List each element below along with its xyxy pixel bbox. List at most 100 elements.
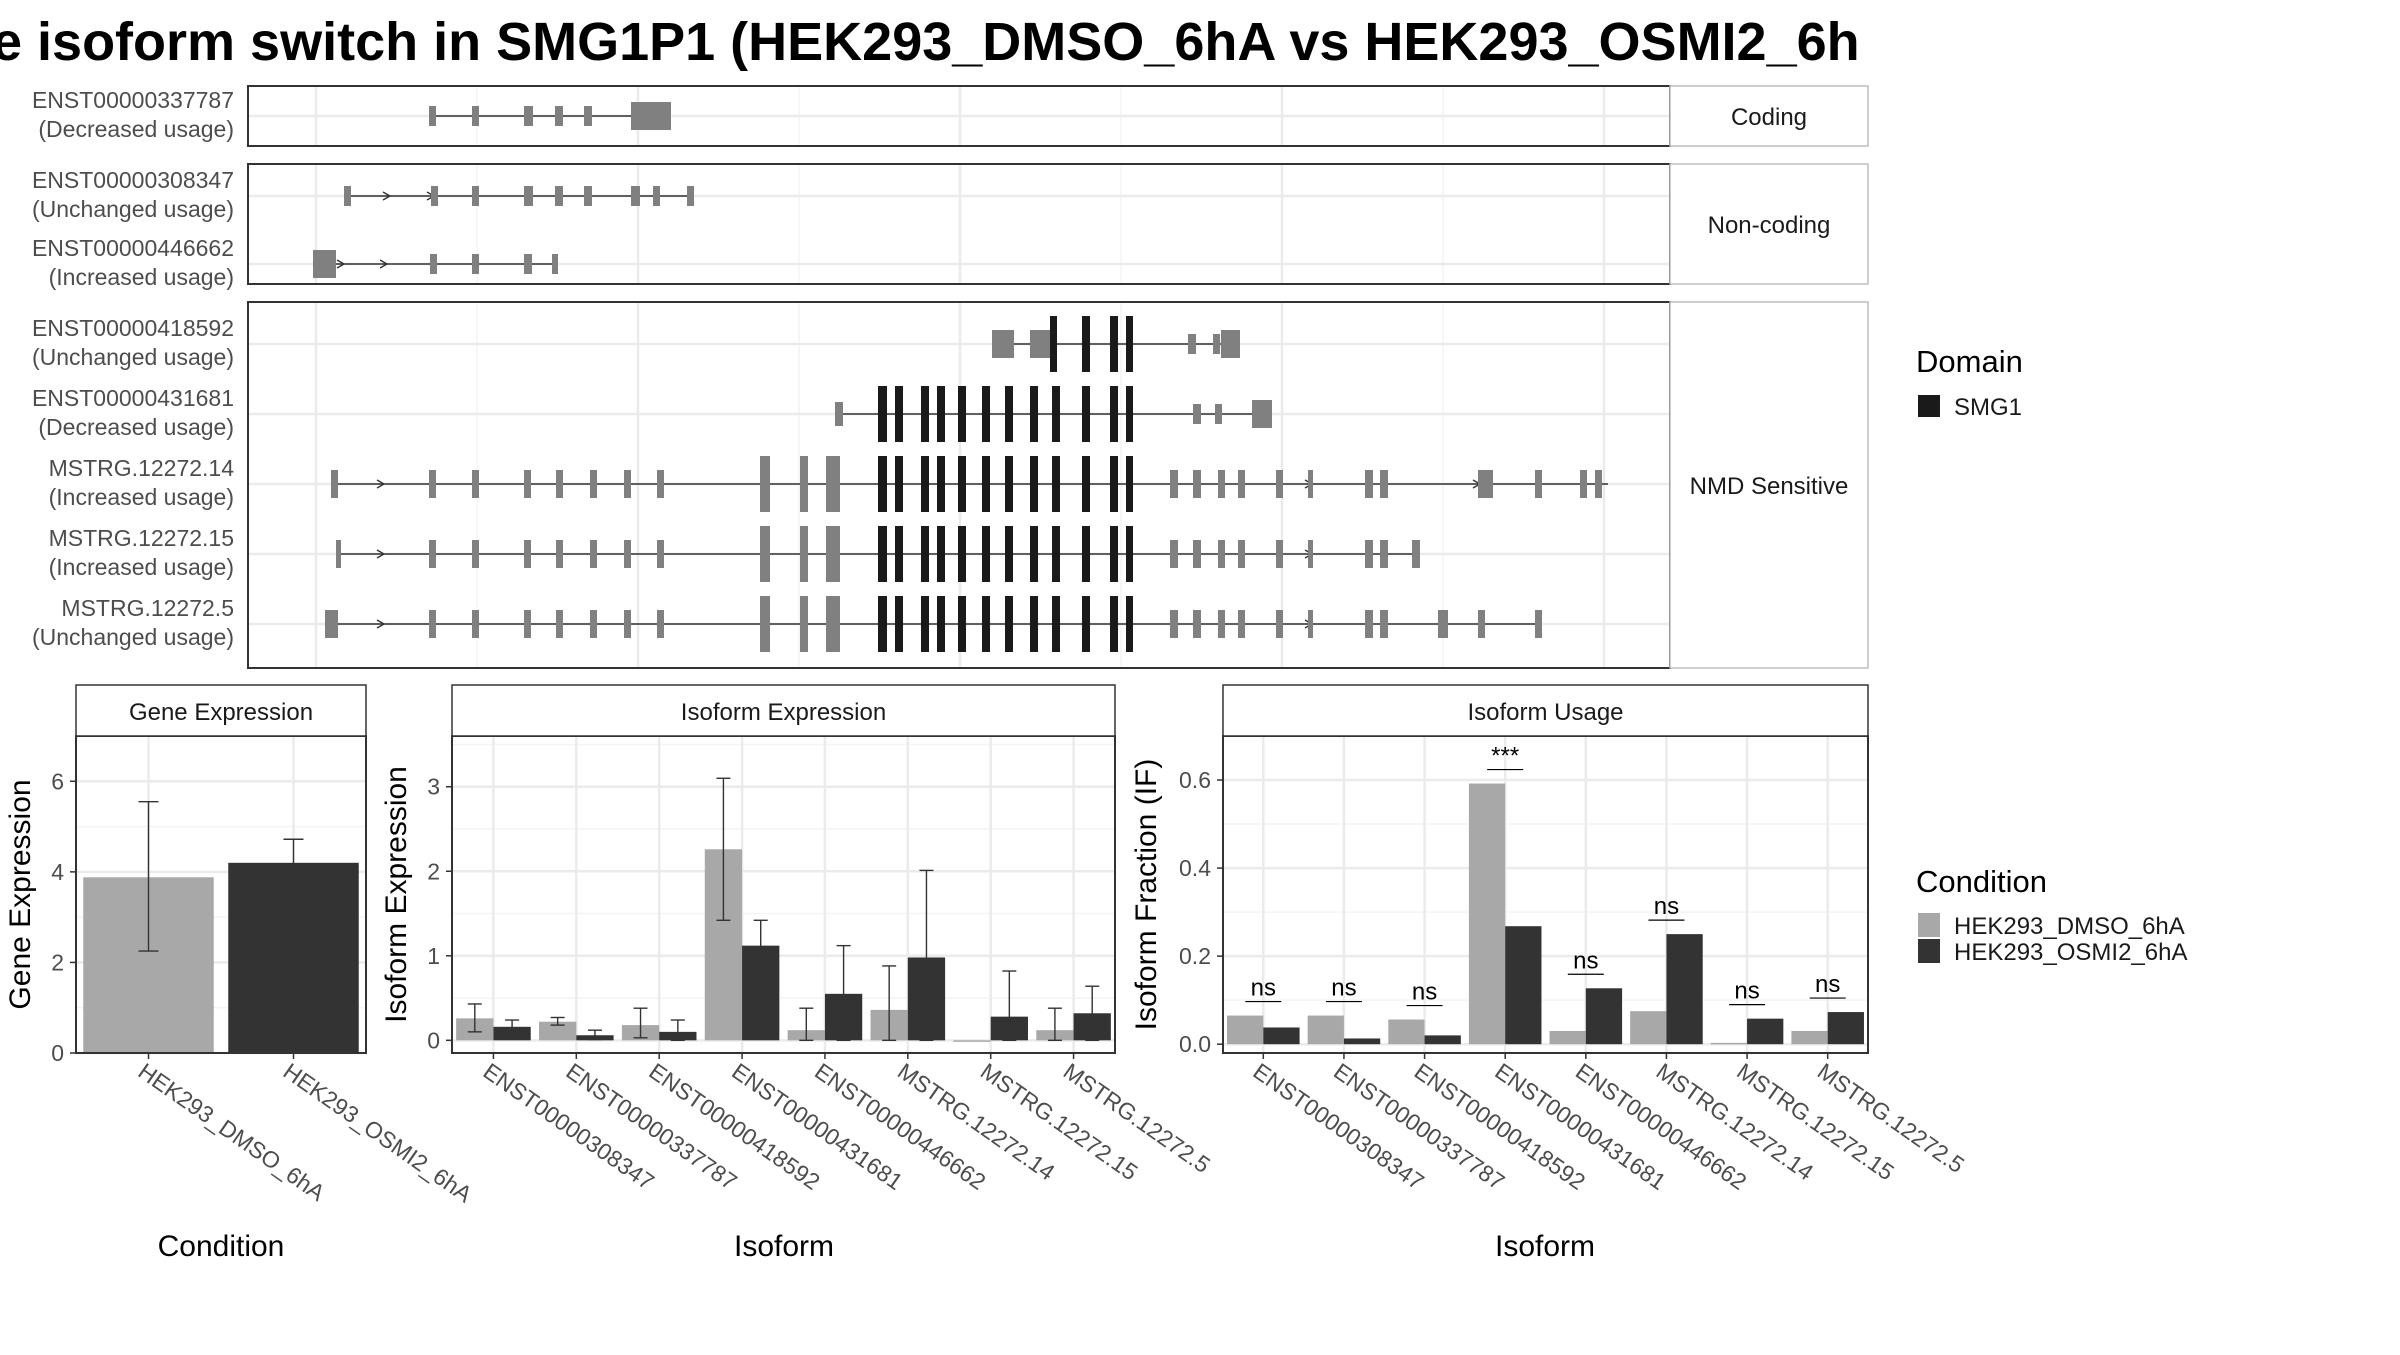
exon bbox=[472, 106, 479, 126]
domain-exon bbox=[1050, 316, 1057, 372]
domain-exon bbox=[982, 456, 990, 512]
domain-exon bbox=[982, 386, 990, 442]
exon bbox=[1276, 610, 1283, 638]
x-axis-label: Isoform bbox=[1495, 1230, 1595, 1263]
domain-exon bbox=[937, 456, 945, 512]
facet-strip-label: Coding bbox=[1731, 104, 1807, 131]
exon bbox=[524, 106, 533, 126]
y-tick-label: 4 bbox=[51, 859, 64, 885]
exon bbox=[1252, 400, 1272, 428]
transcript-name: MSTRG.12272.14 bbox=[49, 455, 235, 481]
exon bbox=[1535, 470, 1542, 498]
domain-exon bbox=[1030, 526, 1038, 582]
exon bbox=[1170, 610, 1178, 638]
exon bbox=[1218, 610, 1225, 638]
exon bbox=[657, 470, 664, 498]
exon bbox=[556, 470, 563, 498]
domain-exon bbox=[921, 526, 929, 582]
exon bbox=[826, 526, 840, 582]
transcript-usage-status: (Unchanged usage) bbox=[32, 344, 234, 370]
domain-exon bbox=[921, 596, 929, 652]
y-tick-label: 0 bbox=[51, 1040, 64, 1066]
domain-exon bbox=[937, 596, 945, 652]
domain-exon bbox=[895, 386, 903, 442]
bar bbox=[953, 1040, 991, 1042]
domain-exon bbox=[1110, 596, 1118, 652]
exon bbox=[1478, 610, 1485, 638]
strand-arrow bbox=[376, 479, 386, 489]
exon bbox=[1193, 470, 1201, 498]
domain-exon bbox=[1082, 456, 1090, 512]
domain-exon bbox=[1110, 316, 1118, 372]
domain-exon bbox=[1126, 456, 1133, 512]
exon bbox=[1365, 610, 1373, 638]
facet-strip bbox=[451, 684, 1116, 737]
strand-arrow bbox=[382, 191, 392, 201]
exon bbox=[1030, 330, 1052, 358]
domain-exon bbox=[937, 386, 945, 442]
panel-title: Isoform Usage bbox=[1467, 699, 1623, 726]
exon bbox=[472, 254, 479, 274]
y-tick-label: 1 bbox=[427, 943, 440, 969]
legend-key bbox=[1918, 395, 1940, 417]
exon bbox=[331, 470, 338, 498]
exon bbox=[556, 540, 563, 568]
bar bbox=[1227, 1015, 1264, 1045]
transcript-usage-status: (Increased usage) bbox=[49, 554, 234, 580]
domain-exon bbox=[895, 456, 903, 512]
y-tick-label: 6 bbox=[51, 768, 64, 794]
exon bbox=[1221, 330, 1240, 358]
domain-exon bbox=[1005, 386, 1013, 442]
y-tick-label: 0.0 bbox=[1179, 1031, 1211, 1057]
domain-exon bbox=[982, 526, 990, 582]
domain-exon bbox=[921, 456, 929, 512]
exon bbox=[1380, 470, 1388, 498]
domain-exon bbox=[958, 456, 966, 512]
transcript-name: ENST00000337787 bbox=[32, 87, 234, 113]
legend-title: Domain bbox=[1916, 344, 2023, 379]
legend-key bbox=[1918, 913, 1940, 937]
exon bbox=[624, 470, 631, 498]
domain-exon bbox=[895, 526, 903, 582]
facet-strip bbox=[1222, 684, 1869, 737]
exon bbox=[1478, 470, 1493, 498]
exon bbox=[1170, 540, 1178, 568]
exon bbox=[313, 250, 336, 278]
facet-strip-label: Non-coding bbox=[1708, 212, 1831, 239]
exon bbox=[429, 106, 436, 126]
exon bbox=[590, 610, 597, 638]
bar bbox=[1710, 1042, 1748, 1045]
exon bbox=[624, 610, 631, 638]
bar bbox=[1791, 1030, 1828, 1045]
x-axis-label: Condition bbox=[158, 1230, 285, 1263]
x-axis-label: Isoform bbox=[734, 1230, 834, 1263]
exon bbox=[1193, 610, 1201, 638]
exon bbox=[1188, 334, 1196, 354]
exon bbox=[524, 610, 531, 638]
exon bbox=[1276, 470, 1283, 498]
domain-exon bbox=[1030, 596, 1038, 652]
exon bbox=[1218, 470, 1225, 498]
y-tick-label: 2 bbox=[427, 858, 440, 884]
legends: Domain SMG1 Condition HEK293_DMSO_6hAHEK293… bbox=[1916, 344, 2187, 966]
legend-title: Condition bbox=[1916, 864, 2047, 899]
facet-strip bbox=[75, 684, 367, 737]
domain-exon bbox=[1082, 526, 1090, 582]
exon bbox=[1365, 540, 1373, 568]
domain-exon bbox=[1005, 526, 1013, 582]
significance-label: ns bbox=[1573, 947, 1598, 974]
bar bbox=[1424, 1035, 1461, 1045]
panel-title: Gene Expression bbox=[129, 699, 313, 726]
exon bbox=[555, 186, 563, 206]
exon bbox=[624, 540, 631, 568]
facet-strip bbox=[1669, 85, 1869, 147]
significance-label: ns bbox=[1412, 979, 1437, 1006]
exon bbox=[1380, 540, 1388, 568]
exon bbox=[429, 540, 436, 568]
domain-exon bbox=[1052, 526, 1060, 582]
exon bbox=[1535, 610, 1542, 638]
exon bbox=[336, 540, 341, 568]
exon bbox=[524, 470, 531, 498]
domain-exon bbox=[982, 596, 990, 652]
domain-exon bbox=[1082, 596, 1090, 652]
